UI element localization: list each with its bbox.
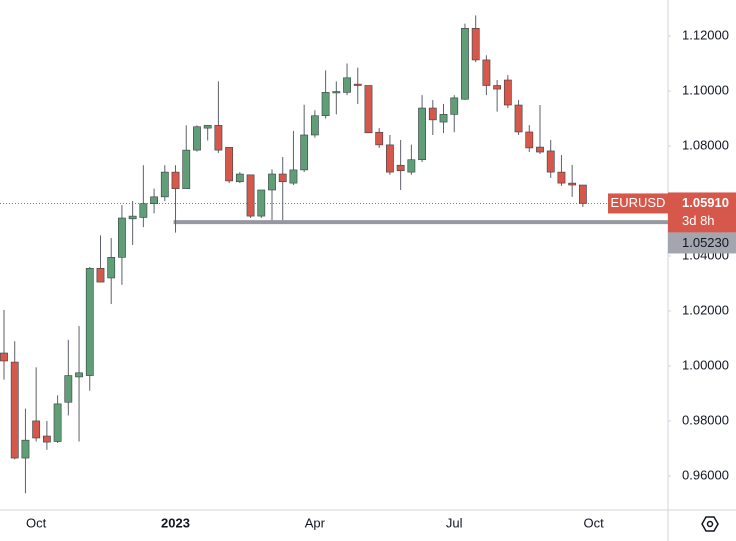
countdown-label: 3d 8h: [682, 213, 715, 228]
x-tick-label: Oct: [26, 515, 47, 530]
settings-hexagon: [701, 516, 719, 532]
candle-body: [461, 28, 469, 100]
candle-body: [503, 79, 512, 106]
candle-body: [160, 171, 169, 198]
candle-body: [257, 189, 266, 217]
candle-body: [386, 144, 394, 173]
settings-dot: [706, 520, 714, 528]
candle-body: [525, 131, 534, 149]
candle-body: [128, 215, 137, 220]
candle-body: [375, 131, 384, 146]
candle-body: [568, 182, 577, 186]
y-tick-label: 0.96000: [682, 467, 729, 482]
last-price-label: 1.05910: [682, 195, 729, 210]
candle-body: [310, 115, 319, 136]
candle-body: [514, 104, 523, 133]
y-tick-label: 1.00000: [682, 357, 729, 372]
candle-body: [450, 97, 459, 115]
candle-body: [471, 28, 480, 61]
candle-body: [536, 146, 544, 153]
symbol-label-box: [608, 193, 668, 214]
candle-body: [418, 107, 426, 161]
y-tick-label: 1.08000: [682, 137, 729, 152]
candle-body: [10, 361, 19, 459]
candle-body: [396, 164, 405, 172]
x-tick-label: Oct: [583, 515, 604, 530]
candle-body: [150, 196, 158, 205]
candle-body: [268, 173, 276, 191]
y-tick-label: 1.02000: [682, 302, 729, 317]
candle-body: [493, 85, 502, 90]
x-tick-label: 2023: [161, 515, 190, 530]
candle-body: [482, 59, 491, 86]
candle-body: [235, 173, 244, 183]
candle-body: [182, 149, 191, 189]
candle-body: [364, 85, 373, 134]
candle-body: [42, 435, 51, 443]
support-price-label: 1.05230: [682, 235, 729, 250]
last-price-box: [668, 192, 736, 233]
candle-body: [118, 217, 126, 258]
candle-body: [107, 257, 116, 279]
x-tick-label: Jul: [446, 515, 463, 530]
candle-body: [203, 125, 212, 129]
candle-body: [557, 171, 566, 184]
candle-body: [96, 268, 105, 283]
y-tick-label: 0.98000: [682, 412, 729, 427]
candle-body: [139, 203, 148, 218]
candle-body: [546, 150, 555, 173]
symbol-label: EURUSD: [611, 195, 666, 210]
y-tick-label: 1.12000: [682, 27, 729, 42]
candle-body: [578, 184, 587, 204]
candle-body: [278, 173, 287, 183]
candle-body: [343, 77, 351, 93]
candle-body: [428, 107, 437, 121]
candle-body: [439, 114, 448, 123]
candle-body: [332, 91, 341, 94]
candle-body: [75, 372, 83, 378]
settings-icon[interactable]: [701, 516, 719, 532]
candle-body: [300, 134, 309, 171]
candle-body: [321, 92, 330, 117]
candle-body: [53, 403, 62, 442]
candle-body: [246, 174, 255, 217]
candle-body: [85, 268, 94, 376]
candle-body: [171, 171, 180, 189]
candle-body: [214, 125, 223, 151]
candle-body: [64, 375, 73, 403]
candle-body: [407, 159, 416, 173]
candle-body: [225, 147, 234, 182]
candle-body: [353, 83, 362, 86]
y-tick-label: 1.10000: [682, 82, 729, 97]
x-tick-label: Apr: [305, 515, 326, 530]
candle-body: [289, 169, 298, 184]
candle-body: [21, 439, 30, 459]
candle-body: [32, 420, 41, 439]
candle-body: [193, 126, 201, 151]
support-price-box: [668, 232, 736, 254]
candle-body: [0, 352, 8, 362]
